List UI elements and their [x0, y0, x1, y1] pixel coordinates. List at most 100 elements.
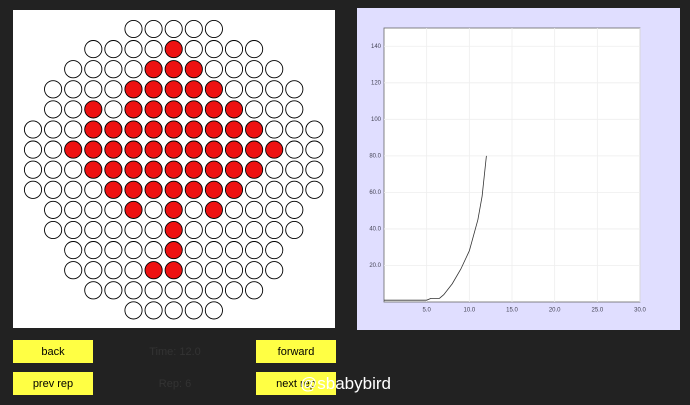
cell	[265, 60, 284, 79]
cell	[245, 200, 264, 219]
cell	[144, 200, 163, 219]
cell	[285, 200, 304, 219]
cell	[184, 261, 203, 280]
cell	[265, 200, 284, 219]
cell	[144, 120, 163, 139]
cell	[44, 160, 63, 179]
cell	[204, 60, 223, 79]
cell	[44, 140, 63, 159]
cell	[224, 160, 244, 179]
cell	[104, 40, 123, 59]
next-rep-button[interactable]: next rep	[256, 372, 336, 395]
cell	[204, 261, 223, 280]
cell	[224, 180, 244, 199]
cell	[104, 120, 123, 139]
cell	[44, 100, 63, 119]
cell	[285, 180, 304, 199]
cell-grid	[13, 10, 335, 328]
cell	[305, 160, 324, 179]
cell	[245, 120, 264, 139]
chart: 20.0 40.0 60.0 80.0 100 120 140 5.0 10.0 15.0 20.0…	[357, 8, 680, 330]
back-button[interactable]: back	[13, 340, 93, 363]
cell	[124, 200, 143, 219]
cell	[265, 120, 284, 139]
cell	[104, 180, 123, 199]
cell	[144, 281, 163, 300]
cell	[124, 60, 143, 79]
cell	[184, 120, 203, 139]
cell	[64, 200, 83, 219]
cell	[245, 100, 264, 119]
cell	[124, 261, 143, 280]
cell	[44, 180, 63, 199]
x-tick-label: 20.0	[549, 308, 561, 314]
cell	[265, 140, 284, 159]
cell	[265, 180, 284, 199]
cell	[144, 301, 163, 320]
cell	[164, 40, 183, 59]
cell	[184, 180, 203, 199]
cell	[204, 241, 223, 260]
cell	[184, 301, 203, 320]
cell	[124, 100, 143, 119]
cell	[285, 160, 304, 179]
cell	[164, 19, 183, 39]
cell	[265, 100, 284, 119]
cell	[84, 241, 103, 260]
cell	[204, 200, 223, 219]
cell	[245, 281, 264, 300]
cell	[124, 281, 143, 300]
cell	[64, 100, 83, 119]
cell	[84, 261, 103, 280]
cell	[144, 40, 163, 59]
data-line	[384, 155, 487, 301]
cell	[285, 220, 304, 240]
cell	[23, 160, 43, 179]
cell	[224, 200, 244, 219]
cell	[44, 200, 63, 219]
cell	[224, 281, 244, 300]
cell	[184, 200, 203, 219]
cell	[245, 180, 264, 199]
cell	[104, 100, 123, 119]
cell	[164, 241, 183, 260]
cell	[265, 220, 284, 240]
cell	[144, 100, 163, 119]
cell	[124, 180, 143, 199]
cell	[104, 140, 123, 159]
cell	[245, 80, 264, 99]
cell	[124, 140, 143, 159]
cell	[285, 80, 304, 99]
cell	[265, 80, 284, 99]
cell	[84, 220, 103, 240]
cell	[84, 40, 103, 59]
cell	[245, 60, 264, 79]
rep-label: Rep: 6	[158, 378, 192, 390]
cell	[104, 261, 123, 280]
cell	[204, 301, 223, 320]
time-label: Time: 12.0	[149, 346, 201, 358]
cell	[84, 100, 103, 119]
cell	[64, 180, 83, 199]
cell	[184, 80, 203, 99]
y-tick-label: 80.0	[369, 153, 381, 159]
cell	[245, 241, 264, 260]
forward-button[interactable]: forward	[256, 340, 336, 363]
cell	[64, 160, 83, 179]
cell	[164, 281, 183, 300]
cell	[265, 241, 284, 260]
cell	[84, 160, 103, 179]
cell	[164, 100, 183, 119]
cell	[84, 80, 103, 99]
cell	[305, 120, 324, 139]
cell	[245, 160, 264, 179]
cell	[164, 80, 183, 99]
prev-rep-button[interactable]: prev rep	[13, 372, 93, 395]
cell	[164, 261, 183, 280]
cell	[104, 241, 123, 260]
x-tick-label: 10.0	[463, 308, 475, 314]
cell	[204, 180, 223, 199]
cell	[305, 180, 324, 199]
cell	[184, 160, 203, 179]
